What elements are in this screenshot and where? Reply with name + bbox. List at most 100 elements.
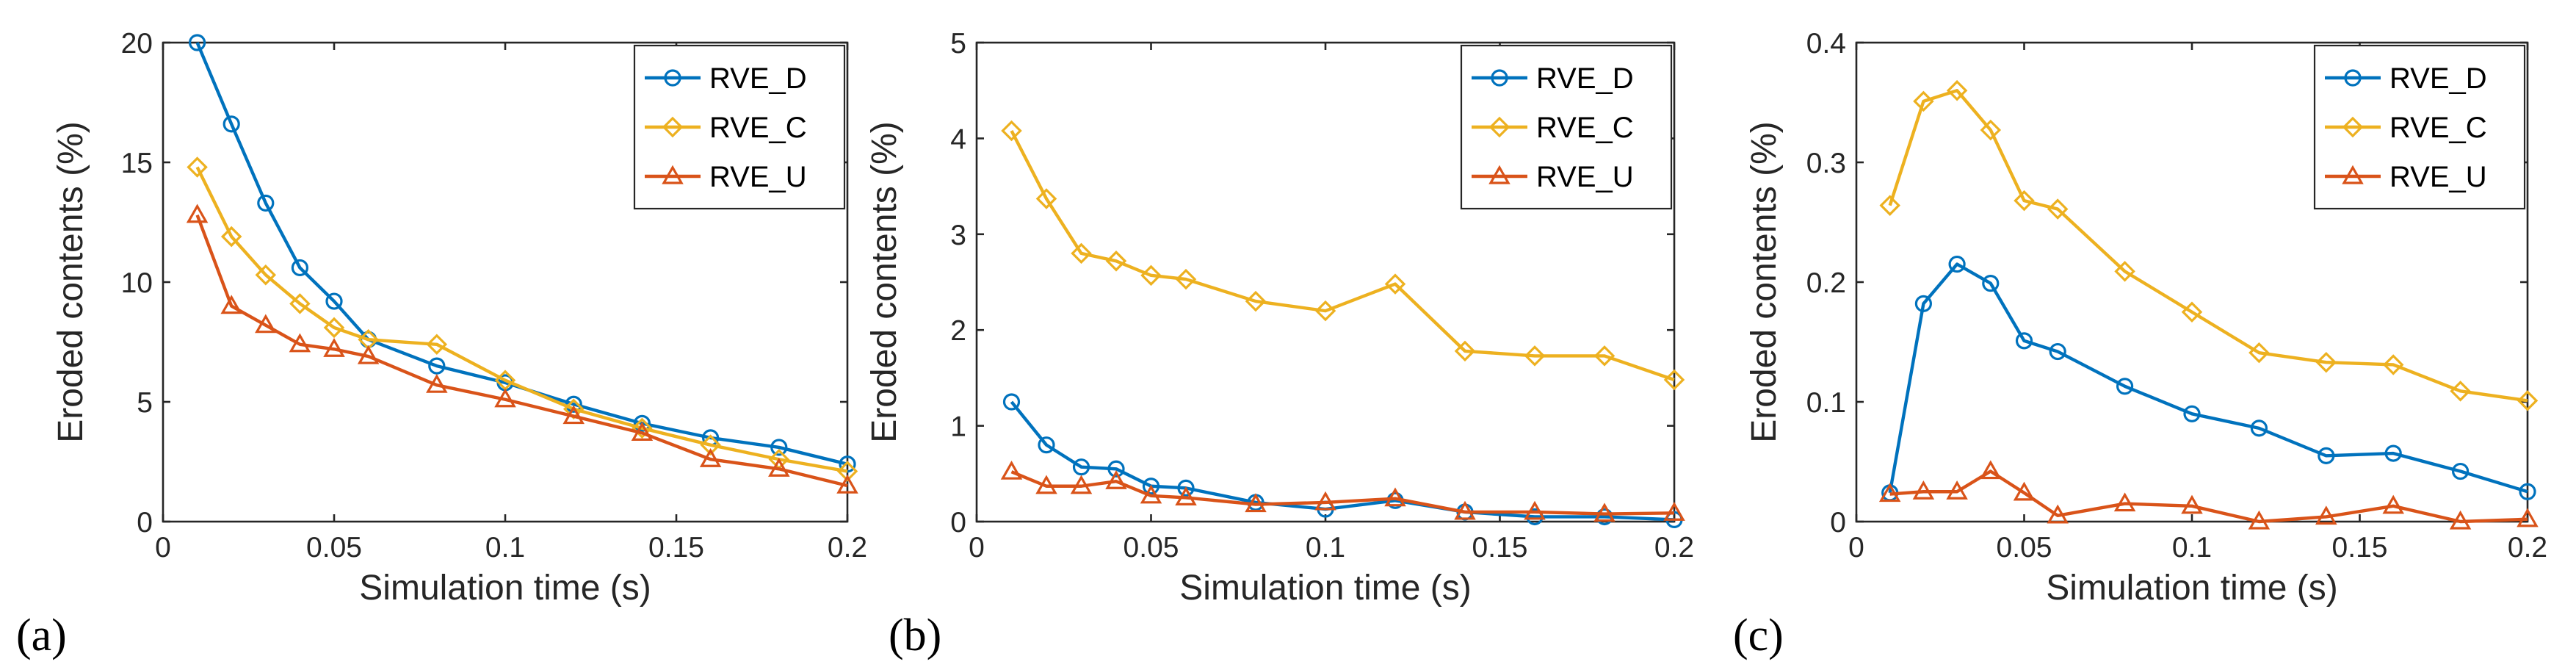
x-tick-label: 0.15 (2332, 532, 2388, 563)
data-point (1071, 242, 1092, 264)
x-tick-label: 0.05 (306, 532, 362, 563)
y-axis-label: Eroded contents (%) (1745, 121, 1784, 443)
legend-entry: RVE_U (645, 161, 807, 193)
legend-label: RVE_D (2389, 62, 2487, 95)
legend-label: RVE_U (1536, 161, 1634, 193)
data-point (1912, 480, 1935, 500)
y-tick-label: 0 (950, 507, 966, 538)
legend-label: RVE_C (2389, 112, 2487, 144)
data-point (631, 422, 654, 441)
data-point (323, 338, 345, 357)
data-point (426, 334, 448, 356)
data-point (2113, 492, 2136, 512)
data-point (1914, 295, 1932, 312)
data-point (1454, 340, 1476, 362)
data-point (1107, 460, 1125, 478)
x-tick-label: 0 (969, 532, 985, 563)
data-point (1105, 251, 1127, 272)
data-point (700, 434, 721, 455)
data-point (1245, 493, 1267, 513)
x-tick-label: 0.2 (828, 532, 867, 563)
data-point (2183, 405, 2201, 422)
legend-marker (2342, 165, 2364, 184)
legend-label: RVE_U (2389, 161, 2487, 193)
data-point (2315, 351, 2337, 373)
data-point (255, 314, 277, 334)
data-point (2047, 504, 2069, 524)
data-point (836, 461, 858, 482)
legend: RVE_D RVE_C RVE_U (633, 44, 846, 210)
series-rve-u (1878, 460, 2539, 530)
data-point (1175, 486, 1197, 506)
legend-label: RVE_D (1536, 62, 1634, 95)
data-point (1878, 483, 1901, 502)
data-point (699, 448, 722, 467)
legend-marker (664, 69, 681, 87)
data-point (1314, 491, 1336, 511)
data-point (187, 156, 208, 178)
legend-entry: RVE_C (1472, 112, 1634, 144)
data-point (1593, 345, 1616, 367)
series-rve-u (1000, 460, 1685, 522)
data-point (291, 259, 308, 277)
data-point (289, 293, 311, 314)
data-point (1663, 502, 1685, 521)
data-point (2181, 301, 2203, 323)
legend-marker (662, 165, 684, 184)
x-tick-label: 0.15 (648, 532, 704, 563)
series-line (195, 166, 848, 473)
data-point (1663, 369, 1685, 391)
legend-entry: RVE_C (2325, 112, 2487, 144)
x-tick-label: 0.2 (2508, 532, 2547, 563)
y-tick-label: 4 (950, 123, 966, 155)
series-line (1010, 129, 1675, 382)
legend-label: RVE_U (709, 161, 807, 193)
data-point (426, 373, 448, 393)
data-point (257, 194, 275, 212)
y-tick-label: 0.4 (1806, 28, 1846, 60)
data-point (2384, 444, 2402, 462)
data-point (1175, 268, 1197, 290)
legend-marker (1491, 69, 1508, 87)
data-point (2517, 390, 2539, 411)
data-point (2449, 510, 2472, 530)
data-point (2452, 462, 2470, 480)
data-point (494, 388, 516, 408)
data-point (289, 333, 311, 353)
data-point (2517, 508, 2539, 527)
series-rve-c (1879, 79, 2539, 411)
data-point (1001, 120, 1022, 142)
legend: RVE_D RVE_C RVE_U (2313, 44, 2526, 210)
series-line (1889, 469, 2528, 524)
series-rve-u (186, 203, 858, 494)
data-point (1142, 478, 1160, 495)
data-point (428, 357, 446, 375)
data-point (186, 203, 209, 223)
x-axis-label: Simulation time (s) (359, 569, 651, 608)
y-axis-label: Eroded contents (%) (51, 121, 90, 443)
series-line (1010, 470, 1675, 516)
y-tick-label: 0 (1830, 507, 1846, 538)
legend-entry: RVE_U (2325, 161, 2487, 193)
legend-entry: RVE_C (645, 112, 807, 144)
data-point (323, 317, 345, 339)
data-point (189, 34, 206, 51)
y-tick-label: 20 (121, 28, 153, 60)
series-line (195, 214, 848, 488)
series-line (1888, 262, 2528, 494)
data-point (1524, 345, 1546, 367)
data-point (1980, 119, 2002, 141)
data-point (2013, 481, 2036, 501)
y-tick-label: 0 (137, 507, 153, 538)
data-point (2382, 354, 2404, 375)
data-point (1070, 475, 1093, 494)
x-tick-label: 0.1 (485, 532, 525, 563)
data-point (768, 458, 790, 477)
data-point (2116, 378, 2134, 395)
data-point (2047, 198, 2069, 220)
series-rve-c (187, 156, 858, 482)
y-tick-label: 10 (121, 267, 153, 299)
data-point (1035, 188, 1057, 209)
data-point (357, 345, 380, 364)
data-point (633, 414, 651, 432)
